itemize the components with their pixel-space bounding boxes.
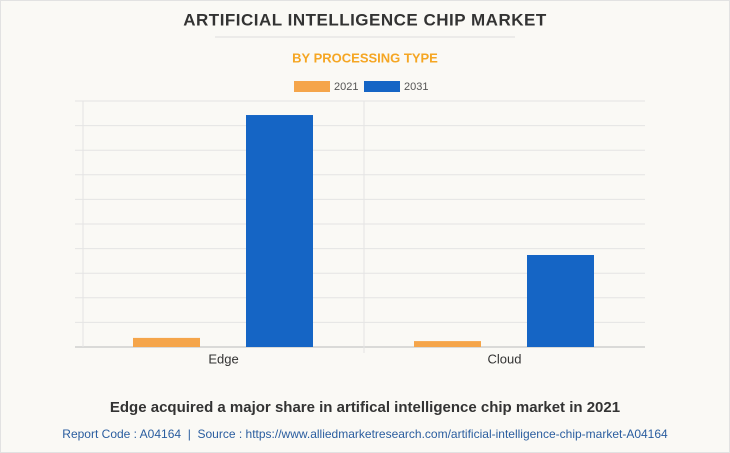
bar	[133, 337, 200, 347]
caption: Edge acquired a major share in artifical…	[110, 399, 620, 416]
bar	[246, 115, 313, 347]
legend-swatch	[294, 81, 330, 92]
chart-subtitle: BY PROCESSING TYPE	[292, 50, 438, 65]
legend-label: 2031	[404, 81, 428, 93]
x-tick-label: Edge	[208, 351, 238, 366]
chart-title: ARTIFICIAL INTELLIGENCE CHIP MARKET	[183, 10, 547, 29]
legend-swatch	[364, 81, 400, 92]
legend-label: 2021	[334, 81, 358, 93]
bar	[527, 254, 594, 347]
bar	[414, 341, 481, 347]
x-tick-label: Cloud	[488, 351, 522, 366]
footer: Report Code : A04164 | Source : https://…	[62, 427, 668, 441]
